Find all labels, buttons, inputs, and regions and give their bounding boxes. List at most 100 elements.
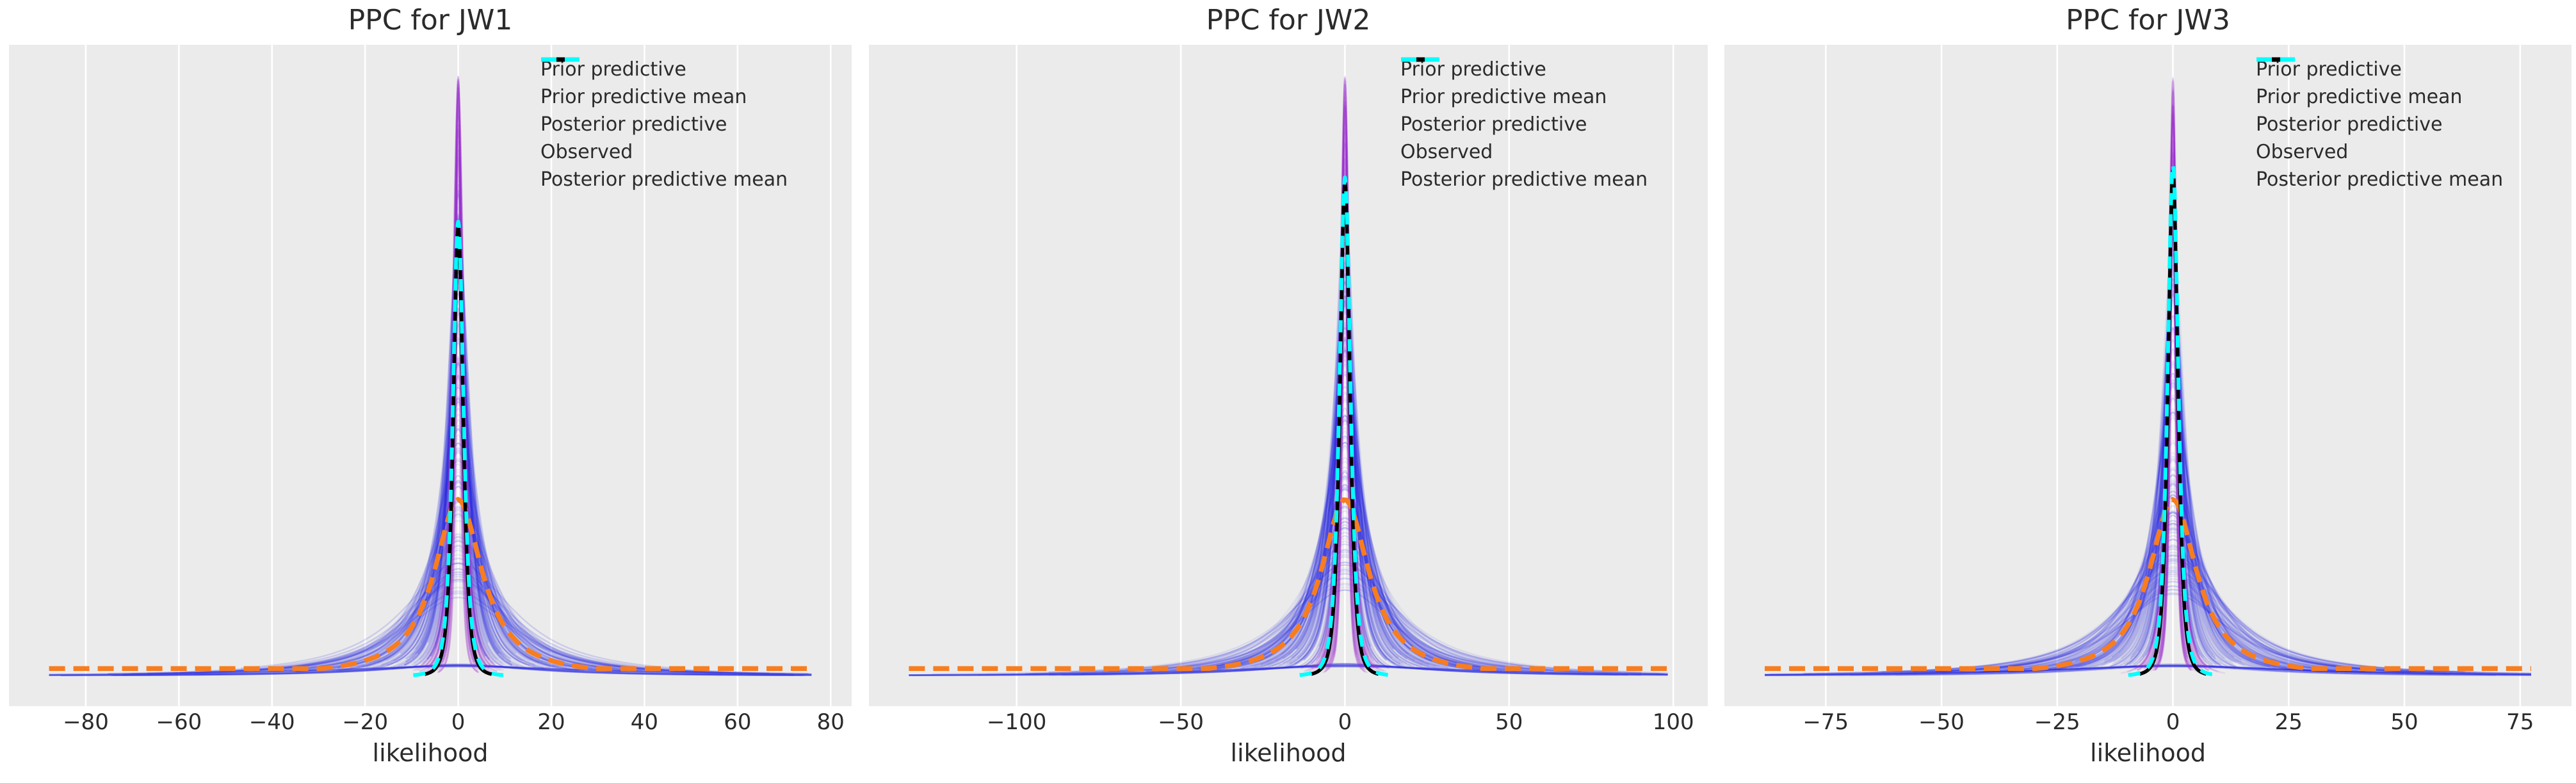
chart-curve <box>2118 235 2228 654</box>
chart-curve <box>2150 92 2196 671</box>
chart-curve <box>2133 290 2214 665</box>
chart-curve <box>2118 268 2228 663</box>
chart-curve <box>1320 108 1370 659</box>
chart-curve <box>1772 588 2532 675</box>
chart-curve <box>301 547 615 669</box>
chart-curve <box>1316 76 1374 668</box>
legend-entry: Observed <box>1400 57 1701 166</box>
chart-curve <box>2075 483 2271 662</box>
chart-curve <box>360 449 556 667</box>
chart-curve <box>1979 560 2367 670</box>
chart-curve <box>1320 101 1369 670</box>
chart-curve <box>909 665 1668 676</box>
chart-curve <box>1268 359 1422 667</box>
chart-curve <box>414 293 502 666</box>
x-axis-ticks: −80 −60 −40 −20 0 20 40 60 80 <box>9 709 852 735</box>
chart-curve <box>419 127 498 668</box>
chart-curve <box>1282 392 1408 661</box>
chart-curve <box>932 570 1668 675</box>
chart-curve <box>238 593 679 672</box>
chart-curve <box>1983 585 2363 671</box>
x-tick-label: 50 <box>2390 709 2418 735</box>
legend-label: Prior predictive <box>540 58 686 81</box>
chart-curve <box>1315 104 1375 668</box>
chart-curve <box>417 277 499 660</box>
subplot-jw2: PPC for JW2 Prior predictive Prior predic… <box>869 0 1708 783</box>
legend-label: Posterior predictive <box>540 113 727 136</box>
chart-curve <box>2107 359 2239 663</box>
x-tick-label: 20 <box>537 709 565 735</box>
chart-curve <box>346 463 571 668</box>
chart-curve <box>1769 569 2532 675</box>
chart-curve <box>2036 396 2310 672</box>
chart-curve <box>2080 283 2265 668</box>
chart-curve <box>1254 471 1436 667</box>
legend-label: Prior predictive mean <box>1400 86 1607 108</box>
chart-curve <box>2131 238 2215 668</box>
legend-entry: Posterior predictive mean <box>540 57 841 193</box>
chart-curve <box>419 184 498 673</box>
chart-curve <box>49 665 812 676</box>
chart-curve <box>1220 488 1470 665</box>
chart-curve <box>2007 529 2339 672</box>
chart-curve <box>403 339 514 655</box>
legend-entry: Prior predictive <box>1400 56 1701 83</box>
chart-curve <box>2118 253 2228 669</box>
chart-curve <box>2075 375 2271 670</box>
chart-curve <box>2077 372 2269 668</box>
x-tick-label: 25 <box>2274 709 2303 735</box>
chart-curve <box>2004 581 2342 671</box>
chart-curve <box>1318 262 1372 647</box>
x-tick-label: 50 <box>1495 709 1523 735</box>
chart-curve <box>2151 140 2194 669</box>
plot-title: PPC for JW3 <box>2066 4 2230 36</box>
chart-curve <box>1316 77 1374 668</box>
legend: Prior predictive Prior predictive mean Pos… <box>540 56 841 193</box>
chart-curve <box>1298 175 1392 677</box>
chart-curve <box>1169 445 1521 672</box>
chart-curve <box>1294 273 1396 665</box>
chart-curve <box>2109 290 2237 663</box>
chart-curve <box>405 276 512 663</box>
chart-curve <box>1327 113 1363 666</box>
chart-curve <box>2145 285 2201 656</box>
chart-curve <box>1895 664 2450 676</box>
chart-curve <box>2157 147 2189 659</box>
chart-curve <box>421 272 495 666</box>
chart-curve <box>434 81 482 671</box>
chart-curve <box>364 342 553 668</box>
chart-curve <box>1251 437 1439 670</box>
chart-curve <box>2128 79 2218 672</box>
chart-curve <box>368 449 549 666</box>
chart-curve <box>2123 254 2224 663</box>
chart-curve <box>438 202 478 671</box>
chart-curve <box>2112 378 2233 663</box>
x-tick-label: −20 <box>342 709 389 735</box>
chart-curve <box>2130 293 2216 658</box>
chart-curve <box>2119 301 2227 666</box>
chart-curve <box>1765 497 2531 671</box>
chart-curve <box>1311 131 1379 669</box>
x-tick-label: −100 <box>987 709 1047 735</box>
chart-curve <box>1145 556 1545 672</box>
x-tick-label: 0 <box>2166 709 2180 735</box>
x-axis-ticks: −75 −50 −25 0 25 50 75 <box>1724 709 2572 735</box>
chart-curve <box>1322 332 1368 674</box>
chart-curve <box>426 106 490 670</box>
chart-curve <box>2075 442 2271 667</box>
chart-curve <box>391 300 525 670</box>
chart-curve <box>339 397 578 671</box>
legend-label: Observed <box>540 141 633 163</box>
chart-curve <box>364 419 553 672</box>
chart-curve <box>2023 481 2324 673</box>
chart-curve <box>419 212 498 668</box>
chart-curve <box>266 485 650 672</box>
chart-curve <box>1049 663 1641 676</box>
legend-label: Posterior predictive <box>1400 113 1587 136</box>
chart-curve <box>49 665 812 676</box>
chart-curve <box>1309 83 1381 668</box>
chart-curve <box>406 280 511 660</box>
x-tick-label: −75 <box>1802 709 1849 735</box>
chart-curve <box>294 533 622 671</box>
chart-curve <box>396 398 521 664</box>
